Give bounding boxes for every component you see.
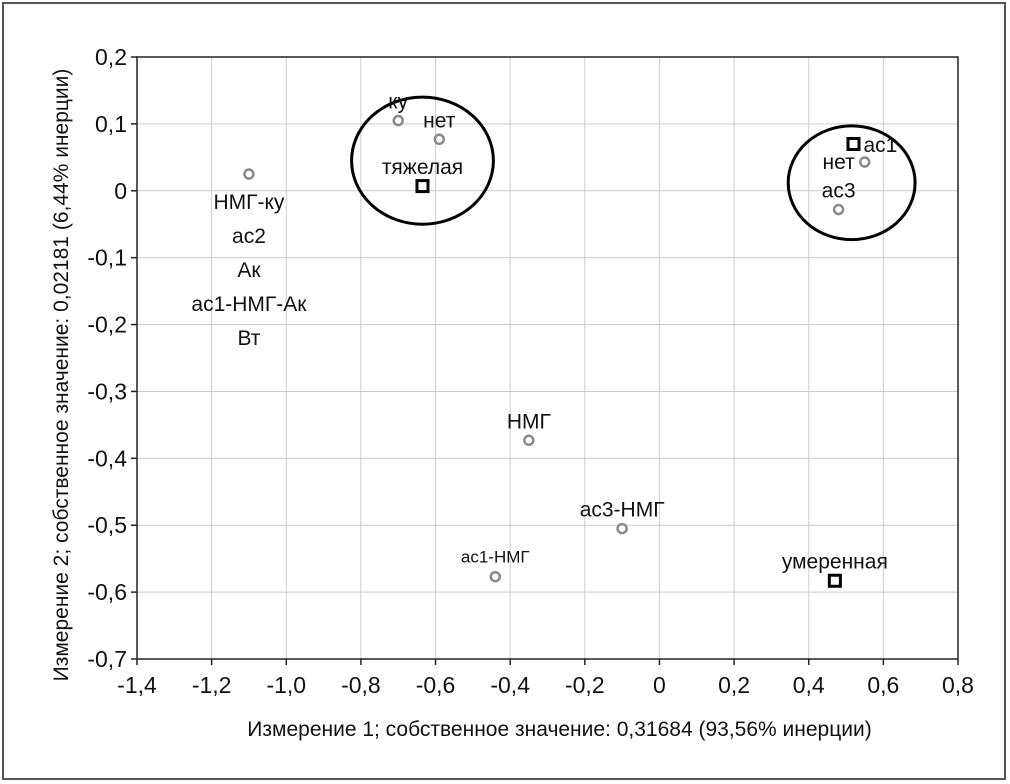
point-label: ку: [388, 91, 408, 114]
x-tick-label: -1,4: [117, 672, 157, 698]
row-point: [523, 434, 535, 447]
column-point: [415, 179, 430, 194]
y-tick-label: 0,2: [95, 44, 127, 70]
point-label: НМГ-ку: [213, 191, 284, 214]
point-label: тяжелая: [382, 156, 463, 179]
point-labels: НМГ-куас2Акас1-НМГ-АкВткунетНМГас3-НМГас…: [191, 91, 897, 574]
x-tick-label: -0,8: [341, 672, 381, 698]
point-label: ас3: [822, 180, 856, 203]
row-point: [392, 114, 404, 127]
y-tick-label: -0,1: [87, 245, 127, 271]
column-point: [846, 136, 861, 151]
x-tick-label: 0,4: [793, 672, 825, 698]
x-tick-label: -0,4: [490, 672, 530, 698]
row-point: [616, 522, 628, 535]
point-label: Вт: [237, 327, 260, 350]
point-label: Ак: [237, 259, 261, 282]
point-label: умеренная: [782, 551, 888, 574]
point-label: ас3-НМГ: [580, 499, 665, 522]
point-label: НМГ: [507, 410, 551, 433]
x-tick-label: -1,0: [266, 672, 306, 698]
y-tick-label: 0,1: [95, 111, 127, 137]
x-tick-label: 0,2: [718, 672, 750, 698]
x-axis-title: Измерение 1; собственное значение: 0,316…: [247, 718, 871, 741]
y-tick-label: 0: [114, 178, 127, 204]
point-label: нет: [823, 151, 856, 174]
point-label: нет: [423, 109, 456, 132]
y-tick-label: -0,2: [87, 312, 127, 338]
row-point: [832, 203, 845, 216]
cluster-circle: [786, 124, 917, 242]
cluster-circle: [350, 95, 495, 226]
x-tick-label: 0,6: [867, 672, 899, 698]
row-point: [243, 168, 255, 180]
point-label: ас1-НМГ: [461, 548, 530, 567]
x-tick-label: 0,8: [942, 672, 974, 698]
x-tick-label: -1,2: [192, 672, 232, 698]
row-point: [858, 156, 871, 168]
y-tick-label: -0,6: [87, 579, 127, 605]
y-axis-title: Измерение 2; собственное значение: 0,021…: [50, 69, 73, 682]
point-label: ас2: [232, 225, 266, 248]
data-points: [243, 114, 871, 588]
point-label: ас1-НМГ-Ак: [191, 293, 307, 316]
column-point: [827, 573, 842, 588]
point-label: ас1: [864, 134, 898, 157]
x-tick-label: -0,6: [416, 672, 456, 698]
cluster-circles: [350, 95, 917, 242]
x-tick-label: 0: [653, 672, 666, 698]
row-point: [489, 570, 502, 583]
row-point: [433, 133, 446, 146]
y-tick-label: -0,5: [87, 512, 127, 538]
y-tick-label: -0,3: [87, 378, 127, 404]
x-tick-label: -0,2: [565, 672, 605, 698]
y-tick-label: -0,7: [87, 646, 127, 672]
axis-ticks: -1,4 -1,2 -1,0 -0,8 -0,6 -0,4 -0,2 0 0,2 0,4 0,6 0,…: [87, 44, 974, 698]
plot-area: [136, 56, 959, 660]
y-tick-label: -0,4: [87, 445, 127, 471]
